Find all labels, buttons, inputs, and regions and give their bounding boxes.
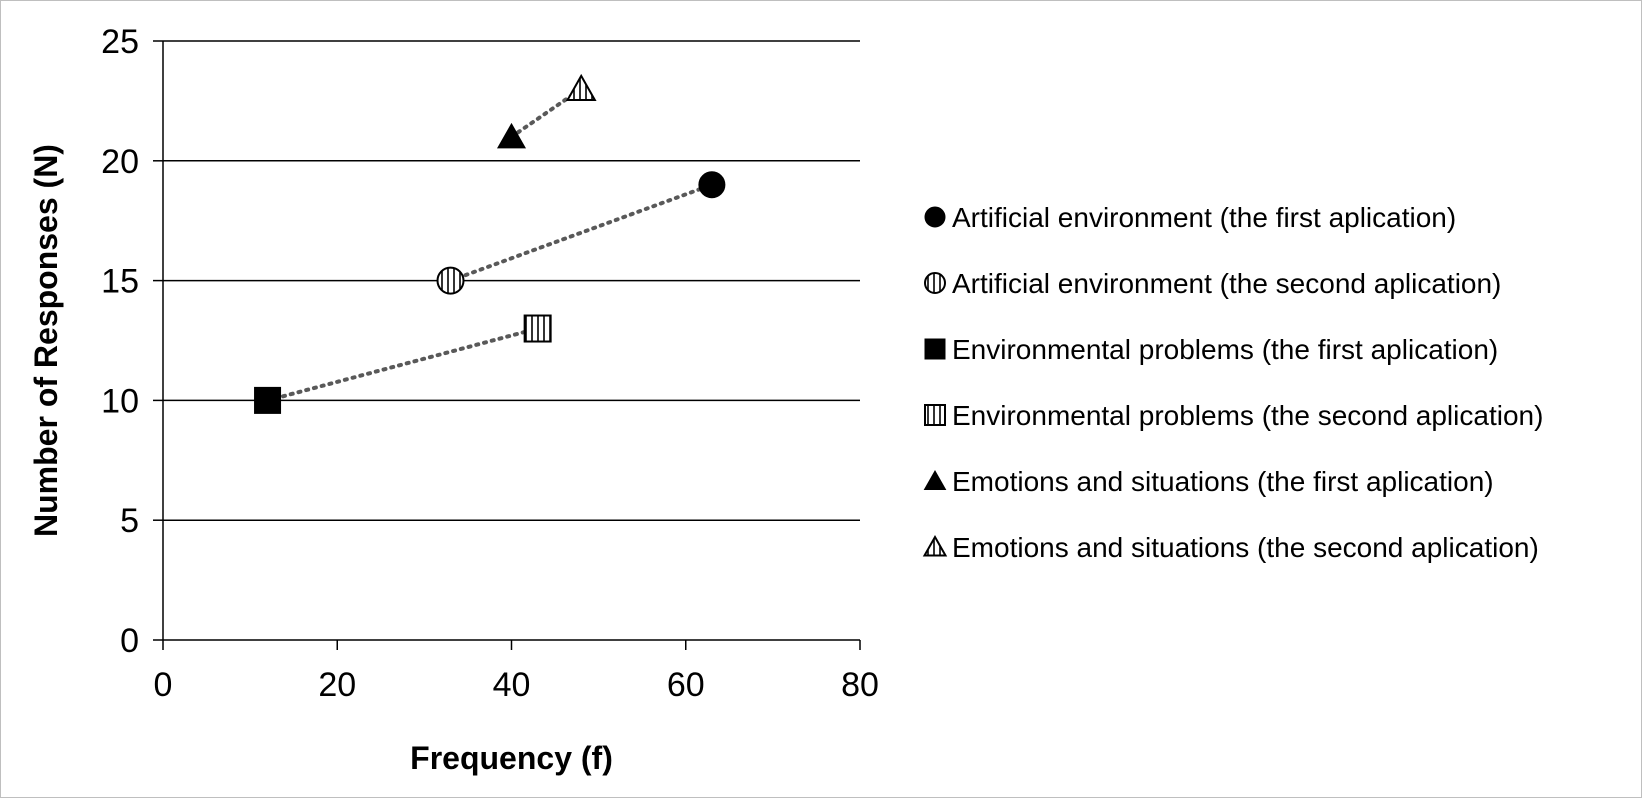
legend-label: Artificial environment (the first aplica… — [952, 202, 1456, 233]
legend-item: Artificial environment (the first aplica… — [924, 202, 1456, 233]
gridlines — [163, 40, 860, 521]
axes: 0 5 10 15 20 25 0 20 40 60 80 — [101, 23, 879, 704]
data-point-square-2 — [254, 386, 282, 414]
x-tick-label: 80 — [841, 666, 879, 704]
legend-item: Environmental problems (the second aplic… — [924, 400, 1543, 431]
x-tick-label: 60 — [667, 666, 705, 704]
y-tick-label: 20 — [101, 143, 139, 181]
x-tick-label: 20 — [318, 666, 356, 704]
data-point-circle-1 — [436, 266, 465, 295]
y-tick-label: 15 — [101, 263, 139, 301]
connector-lines — [265, 86, 714, 403]
data-point-square-3 — [523, 314, 552, 343]
y-tick-label: 0 — [120, 622, 139, 660]
legend-label: Emotions and situations (the second apli… — [952, 532, 1539, 563]
legend-label: Artificial environment (the second aplic… — [952, 268, 1501, 299]
legend-item: Environmental problems (the first aplica… — [924, 334, 1498, 365]
data-point-circle-0 — [698, 171, 726, 199]
x-tick-label: 0 — [154, 666, 173, 704]
legend-marker-circle — [924, 206, 946, 228]
legend-label: Environmental problems (the first aplica… — [952, 334, 1498, 365]
legend-marker-circle — [924, 272, 946, 294]
legend-item: Artificial environment (the second aplic… — [924, 268, 1501, 299]
legend-label: Environmental problems (the second aplic… — [952, 400, 1543, 431]
legend-marker-triangle — [922, 534, 948, 557]
x-axis-title: Frequency (f) — [410, 740, 613, 776]
legend: Artificial environment (the first aplica… — [922, 202, 1543, 563]
legend-item: Emotions and situations (the first aplic… — [923, 466, 1494, 497]
x-tick-label: 40 — [493, 666, 531, 704]
legend-label: Emotions and situations (the first aplic… — [952, 466, 1494, 497]
legend-marker-square — [924, 338, 946, 360]
legend-item: Emotions and situations (the second apli… — [922, 532, 1539, 563]
data-point-triangle-5 — [565, 73, 597, 101]
legend-marker-triangle — [923, 469, 947, 490]
data-point-triangle-4 — [496, 122, 527, 149]
y-axis-title: Number of Responses (N) — [28, 144, 64, 537]
connector-line-1 — [448, 182, 714, 283]
y-tick-label: 10 — [101, 382, 139, 420]
y-tick-label: 5 — [120, 502, 139, 540]
y-tick-label: 25 — [101, 23, 139, 61]
data-points — [254, 73, 726, 414]
legend-marker-square — [924, 404, 946, 426]
connector-line-2 — [265, 326, 540, 403]
